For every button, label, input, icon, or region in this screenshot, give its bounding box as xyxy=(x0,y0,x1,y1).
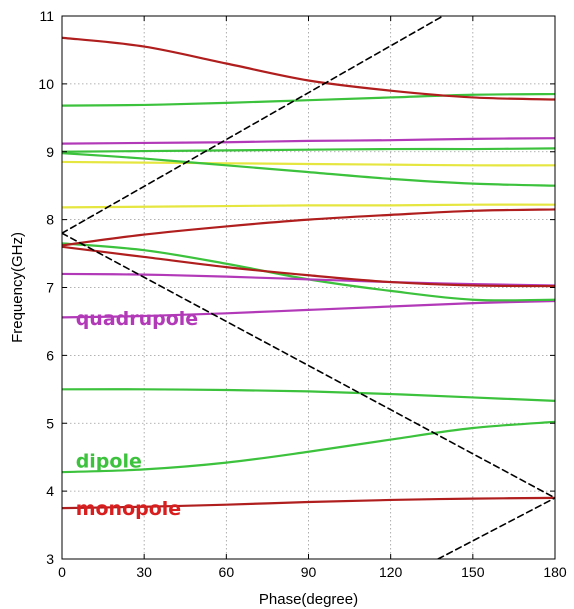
x-tick-label: 30 xyxy=(136,564,152,580)
x-axis-title: Phase(degree) xyxy=(259,591,358,608)
y-tick-label: 8 xyxy=(46,212,54,228)
y-tick-label: 5 xyxy=(46,415,54,431)
y-tick-label: 10 xyxy=(38,76,54,92)
mode-line-quadrupole xyxy=(62,272,555,287)
light-line xyxy=(437,497,555,559)
annotation-monopole: monopole xyxy=(76,498,181,520)
mode-line-dipole xyxy=(62,92,555,107)
mode-line-dipole xyxy=(62,388,555,402)
annotation-quadrupole: quadrupole xyxy=(76,308,199,330)
mode-line-monopole xyxy=(62,208,555,247)
x-tick-label: 180 xyxy=(543,564,567,580)
y-tick-label: 4 xyxy=(46,483,54,499)
mode-line-dipole xyxy=(62,420,555,474)
mode-line-dipole xyxy=(62,147,555,153)
mode-line-dipole xyxy=(62,152,555,187)
y-tick-label: 11 xyxy=(39,8,54,24)
mode-line-quadrupole xyxy=(62,137,555,145)
light-line xyxy=(62,232,555,499)
y-tick-label: 3 xyxy=(46,551,54,567)
mode-line-quadrupole xyxy=(62,299,555,319)
x-tick-label: 90 xyxy=(301,564,317,580)
mode-line-monopole xyxy=(62,496,555,510)
series-layer xyxy=(62,16,555,559)
annotation-dipole: dipole xyxy=(76,450,142,472)
ticks: 0 30 60 90 120 150 180 3 4 5 6 7 8 9 10 11 xyxy=(38,8,566,580)
mode-line-monopole xyxy=(62,245,555,288)
light-line xyxy=(62,16,444,234)
y-tick-label: 7 xyxy=(46,280,54,296)
x-tick-label: 150 xyxy=(461,564,485,580)
mode-line-monopole xyxy=(62,36,555,101)
mode-line-other xyxy=(62,160,555,167)
y-tick-label: 9 xyxy=(46,144,54,160)
annotations: quadrupole dipole monopole xyxy=(76,308,199,520)
y-tick-label: 6 xyxy=(46,347,54,363)
x-tick-label: 120 xyxy=(379,564,403,580)
mode-line-other xyxy=(62,203,555,209)
x-tick-label: 60 xyxy=(219,564,235,580)
x-tick-label: 0 xyxy=(58,564,66,580)
y-axis-title: Frequency(GHz) xyxy=(9,232,26,343)
